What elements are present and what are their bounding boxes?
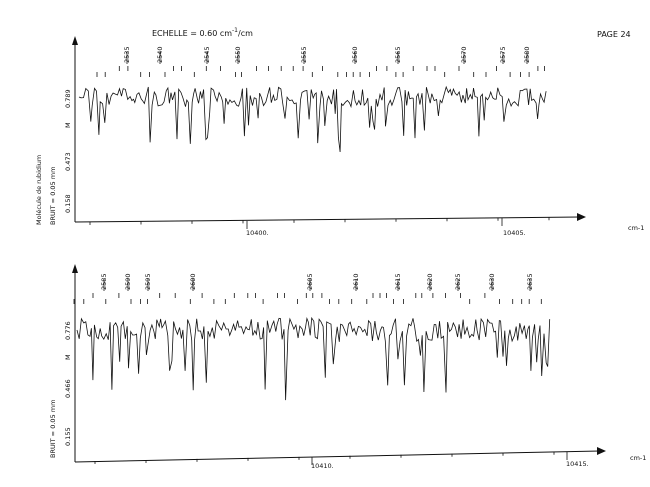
y-marker: M [64, 354, 72, 360]
x-tick-label: 10410. [311, 462, 334, 470]
scale-label: ECHELLE = 0.60 cm-1/cm [152, 27, 253, 38]
x-minor-ticks [94, 451, 555, 464]
spectrum-trace [78, 85, 547, 153]
page-number: PAGE 24 [597, 30, 631, 39]
x-tick-label: 10415. [566, 460, 589, 468]
noise-label-bottom: BRUIT = 0.05 mm [49, 400, 57, 458]
header: ECHELLE = 0.60 cm-1/cm PAGE 24 [152, 27, 631, 39]
x-axis [74, 450, 601, 463]
y-marker: M [64, 122, 72, 128]
y-axis-arrow [72, 264, 78, 273]
molecule-label: Molécule de rubidium [35, 155, 43, 225]
spectrum-panel-2: cm-1 M 0.776 0.466 0.155 10410. 10415. 2… [64, 264, 646, 470]
y-tick-label: 0.776 [64, 321, 72, 340]
x-tick-label: 10405. [503, 229, 526, 237]
line-markers: 2585 2590 2595 2600 2605 2610 2615 2620 2625 2630… [73, 273, 542, 304]
spectrum-panel-1: cm-1 M 0.789 0.473 0.158 10400. 10405. 2… [64, 36, 644, 237]
spectrum-trace [76, 316, 551, 401]
y-tick-label: 0.789 [64, 89, 72, 108]
x-axis [74, 216, 581, 223]
y-tick-label: 0.473 [64, 152, 72, 171]
line-markers: 2535 2540 2545 2550 2555 2560 2565 2570 2575 2580 [96, 46, 545, 77]
x-tick-label: 10400. [246, 229, 269, 237]
y-tick-label: 0.158 [64, 194, 72, 213]
x-unit: cm-1 [630, 454, 646, 462]
noise-label-top: BRUIT = 0.05 mm [49, 167, 57, 225]
y-tick-label: 0.466 [64, 379, 72, 398]
x-minor-ticks [89, 217, 550, 225]
y-axis-arrow [72, 36, 78, 45]
x-axis-arrow [577, 213, 586, 221]
x-axis-arrow [597, 447, 606, 455]
x-unit: cm-1 [628, 224, 644, 232]
y-tick-label: 0.155 [64, 427, 72, 446]
